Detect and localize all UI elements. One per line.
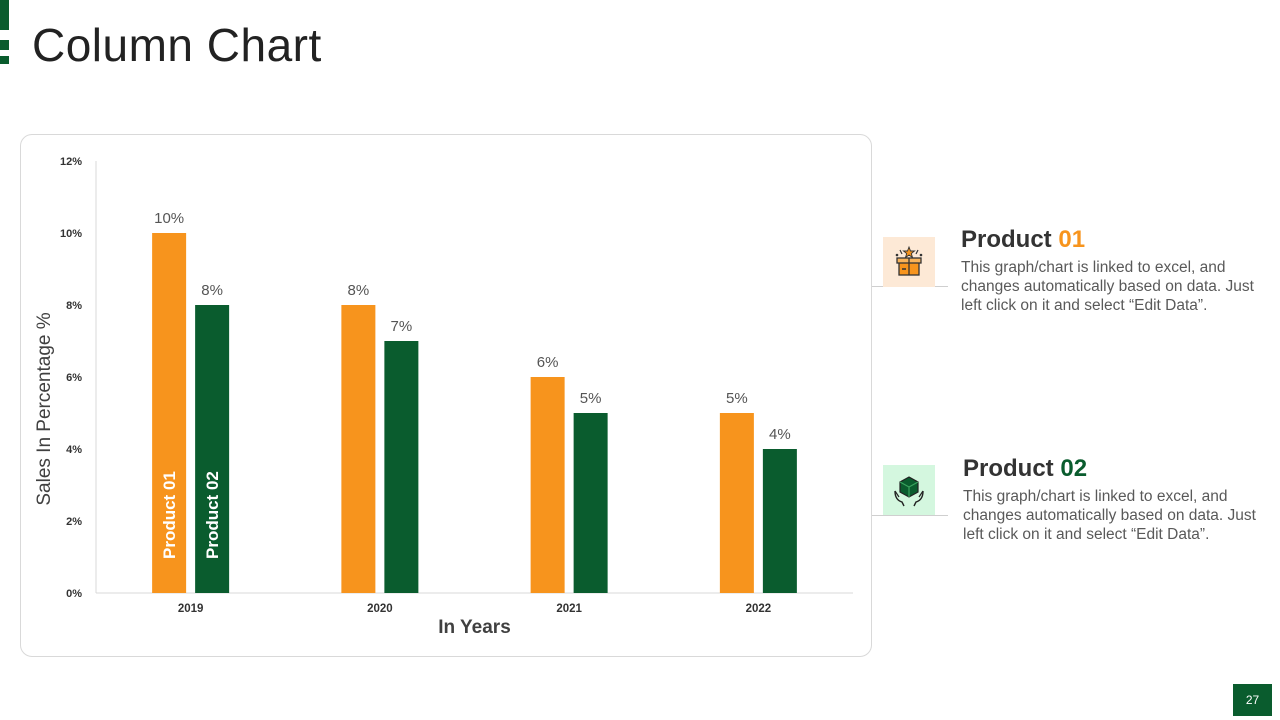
hands-cube-icon — [883, 465, 935, 515]
chart-card — [20, 134, 872, 657]
product-01-number: 01 — [1058, 226, 1086, 253]
product-01-description: This graph/chart is linked to excel, and… — [961, 259, 1254, 314]
accent-bar-bottom — [0, 56, 9, 64]
gift-box-icon — [883, 237, 935, 287]
product-01-label: Product — [961, 226, 1052, 253]
product-02-number: 02 — [1060, 455, 1088, 482]
product-02-title: Product 02 — [963, 455, 1087, 483]
slide-title: Column Chart — [32, 19, 322, 71]
product-02-label: Product — [963, 455, 1054, 482]
accent-bar-middle — [0, 40, 9, 50]
product-02-connector — [872, 515, 948, 516]
product-01-title: Product 01 — [961, 226, 1085, 254]
accent-bar-top — [0, 0, 9, 30]
product-02-description: This graph/chart is linked to excel, and… — [963, 488, 1256, 543]
page-number-badge: 27 — [1233, 684, 1272, 716]
